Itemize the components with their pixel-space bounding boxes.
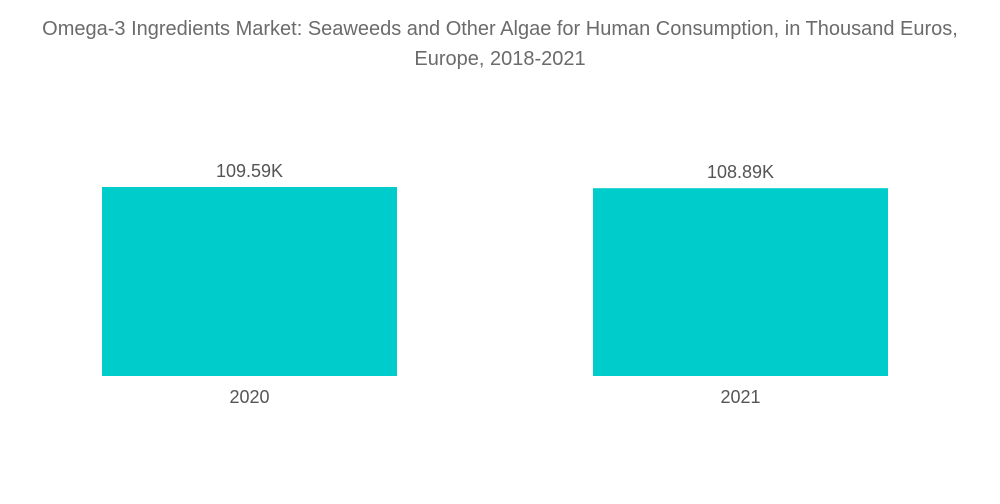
x-tick-label-2020: 2020 bbox=[229, 387, 269, 407]
data-labels-group: 109.59K 108.89K bbox=[216, 161, 774, 182]
bar-2021 bbox=[593, 188, 888, 376]
bars-group bbox=[102, 187, 888, 376]
data-label-2020: 109.59K bbox=[216, 161, 283, 181]
chart-title: Omega-3 Ingredients Market: Seaweeds and… bbox=[42, 18, 958, 70]
bar-2020 bbox=[102, 187, 397, 376]
x-tick-label-2021: 2021 bbox=[720, 387, 760, 407]
x-tick-labels-group: 2020 2021 bbox=[229, 387, 760, 407]
data-label-2021: 108.89K bbox=[707, 162, 774, 182]
